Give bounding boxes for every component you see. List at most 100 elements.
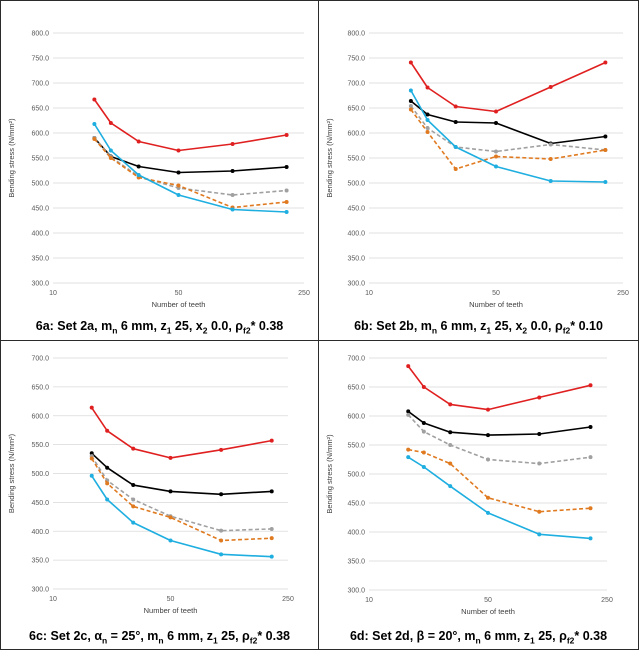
y-axis-title: Bending stress (N/mm²)	[325, 434, 334, 514]
data-point	[548, 85, 553, 89]
panel-6c: 300.0 350.0 400.0 450.0 500.0 550.0 600.0 650.0…	[0, 340, 319, 650]
x-tick-label: 10	[365, 290, 373, 297]
x-tick-label: 10	[365, 597, 373, 604]
y-tick-label: 350.0	[347, 256, 365, 263]
x-tick-label: 250	[298, 290, 310, 297]
chart-6b: 300.0 350.0 400.0 450.0 500.0 550.0 600.0 650.0…	[325, 31, 629, 310]
y-tick-label: 600.0	[347, 131, 365, 138]
y-tick-label: 700.0	[347, 81, 365, 88]
caption-6a: 6a: Set 2a, mn 6 mm, z1 25, x2 0.0, ρf2*…	[35, 319, 284, 336]
series-line-3	[91, 458, 272, 542]
data-point	[448, 461, 453, 466]
data-point	[284, 165, 289, 169]
x-tick-label: 50	[492, 290, 500, 297]
data-point	[219, 538, 224, 543]
y-tick-label: 600.0	[347, 414, 365, 421]
data-point	[448, 430, 453, 435]
data-point	[425, 112, 430, 117]
y-tick-label: 400.0	[31, 231, 49, 238]
data-point	[603, 148, 608, 152]
y-tick-label: 300.0	[347, 588, 365, 595]
data-point	[453, 104, 458, 109]
panel-6a: 300.0 350.0 400.0 450.0 500.0 550.0 600.0 650.0…	[0, 0, 319, 341]
data-point	[168, 455, 173, 460]
y-tick-label: 700.0	[31, 356, 49, 363]
data-point	[603, 134, 608, 139]
y-axis-title: Bending stress (N/mm²)	[7, 118, 16, 198]
data-point	[494, 154, 498, 159]
y-tick-label: 600.0	[31, 413, 49, 420]
y-tick-label: 400.0	[31, 529, 49, 536]
data-point	[588, 536, 593, 541]
y-axis-title: Bending stress (N/mm²)	[7, 433, 16, 513]
data-point	[176, 170, 181, 175]
series-line-0	[93, 99, 287, 152]
data-point	[406, 409, 411, 414]
data-point	[269, 536, 274, 541]
data-point	[230, 193, 235, 197]
series-line-0	[91, 407, 272, 459]
y-tick-label: 700.0	[347, 356, 365, 363]
panel-6b: 300.0 350.0 400.0 450.0 500.0 550.0 600.0 650.0…	[318, 0, 639, 341]
data-point	[421, 429, 426, 434]
x-tick-label: 250	[617, 290, 629, 297]
data-point	[448, 443, 453, 447]
y-axis-title: Bending stress (N/mm²)	[325, 118, 334, 198]
data-point	[588, 425, 593, 430]
y-tick-label: 500.0	[31, 181, 49, 188]
data-point	[421, 450, 426, 455]
y-tick-label: 400.0	[347, 231, 365, 238]
data-point	[408, 60, 413, 65]
series-line-3	[410, 109, 606, 170]
y-tick-label: 550.0	[347, 156, 365, 163]
y-tick-label: 650.0	[347, 385, 365, 392]
data-point	[168, 515, 173, 520]
data-point	[406, 447, 411, 452]
data-point	[548, 157, 553, 161]
data-point	[219, 447, 224, 452]
data-point	[425, 118, 430, 122]
y-tick-label: 750.0	[31, 56, 49, 63]
series-line-0	[410, 61, 606, 113]
data-point	[92, 137, 97, 141]
y-tick-label: 650.0	[347, 106, 365, 113]
data-point	[230, 207, 235, 212]
y-tick-label: 350.0	[31, 558, 49, 565]
data-point	[219, 492, 224, 497]
series-line-4	[91, 475, 272, 558]
data-point	[548, 179, 553, 183]
data-point	[219, 528, 224, 533]
data-point	[406, 412, 411, 417]
y-tick-label: 300.0	[31, 281, 49, 288]
data-point	[131, 504, 136, 509]
series-line-1	[91, 452, 272, 496]
y-tick-label: 700.0	[31, 81, 49, 88]
data-point	[89, 405, 94, 410]
y-tick-label: 550.0	[347, 443, 365, 450]
panel-6d: 300.0 350.0 400.0 450.0 500.0 550.0 600.0 650.0…	[318, 340, 639, 650]
y-tick-label: 550.0	[31, 156, 49, 163]
series-line-2	[407, 414, 591, 465]
y-tick-label: 500.0	[347, 181, 365, 188]
data-point	[425, 130, 430, 134]
series-line-4	[93, 123, 287, 213]
data-point	[105, 481, 110, 486]
data-point	[537, 395, 542, 400]
y-tick-label: 500.0	[347, 472, 365, 479]
data-point	[494, 149, 498, 154]
data-point	[136, 164, 141, 169]
data-point	[588, 383, 593, 388]
y-tick-label: 350.0	[31, 256, 49, 263]
series-line-1	[410, 100, 606, 145]
data-point	[168, 538, 173, 543]
caption-6c: 6c: Set 2c, αn = 25°, mn 6 mm, z1 25, ρf…	[29, 629, 290, 646]
data-point	[136, 139, 141, 144]
data-point	[176, 183, 181, 188]
data-point	[453, 145, 458, 149]
data-point	[453, 120, 458, 124]
y-tick-label: 650.0	[31, 384, 49, 391]
x-tick-label: 250	[282, 596, 294, 603]
data-point	[421, 385, 426, 389]
y-tick-label: 500.0	[31, 471, 49, 478]
y-tick-label: 450.0	[31, 500, 49, 507]
